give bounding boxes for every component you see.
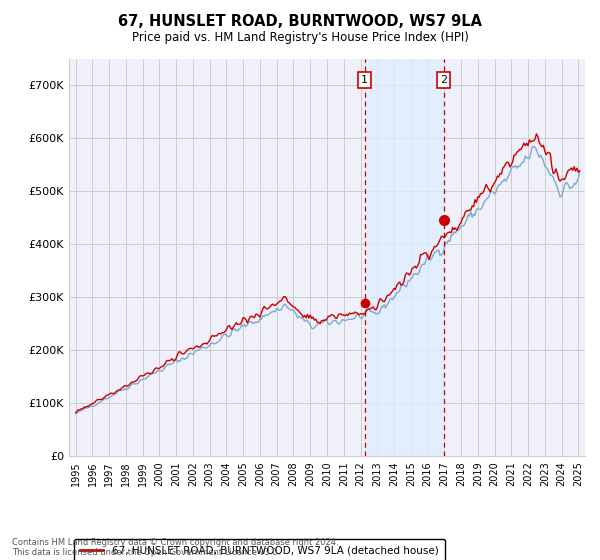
Text: Price paid vs. HM Land Registry's House Price Index (HPI): Price paid vs. HM Land Registry's House …: [131, 31, 469, 44]
Bar: [365, 59, 444, 456]
Legend: 67, HUNSLET ROAD, BURNTWOOD, WS7 9LA (detached house), HPI: Average price, detac: 67, HUNSLET ROAD, BURNTWOOD, WS7 9LA (de…: [74, 539, 445, 560]
Text: 2: 2: [440, 75, 448, 85]
Text: 1: 1: [361, 75, 368, 85]
Text: Contains HM Land Registry data © Crown copyright and database right 2024.
This d: Contains HM Land Registry data © Crown c…: [12, 538, 338, 557]
Text: 67, HUNSLET ROAD, BURNTWOOD, WS7 9LA: 67, HUNSLET ROAD, BURNTWOOD, WS7 9LA: [118, 14, 482, 29]
